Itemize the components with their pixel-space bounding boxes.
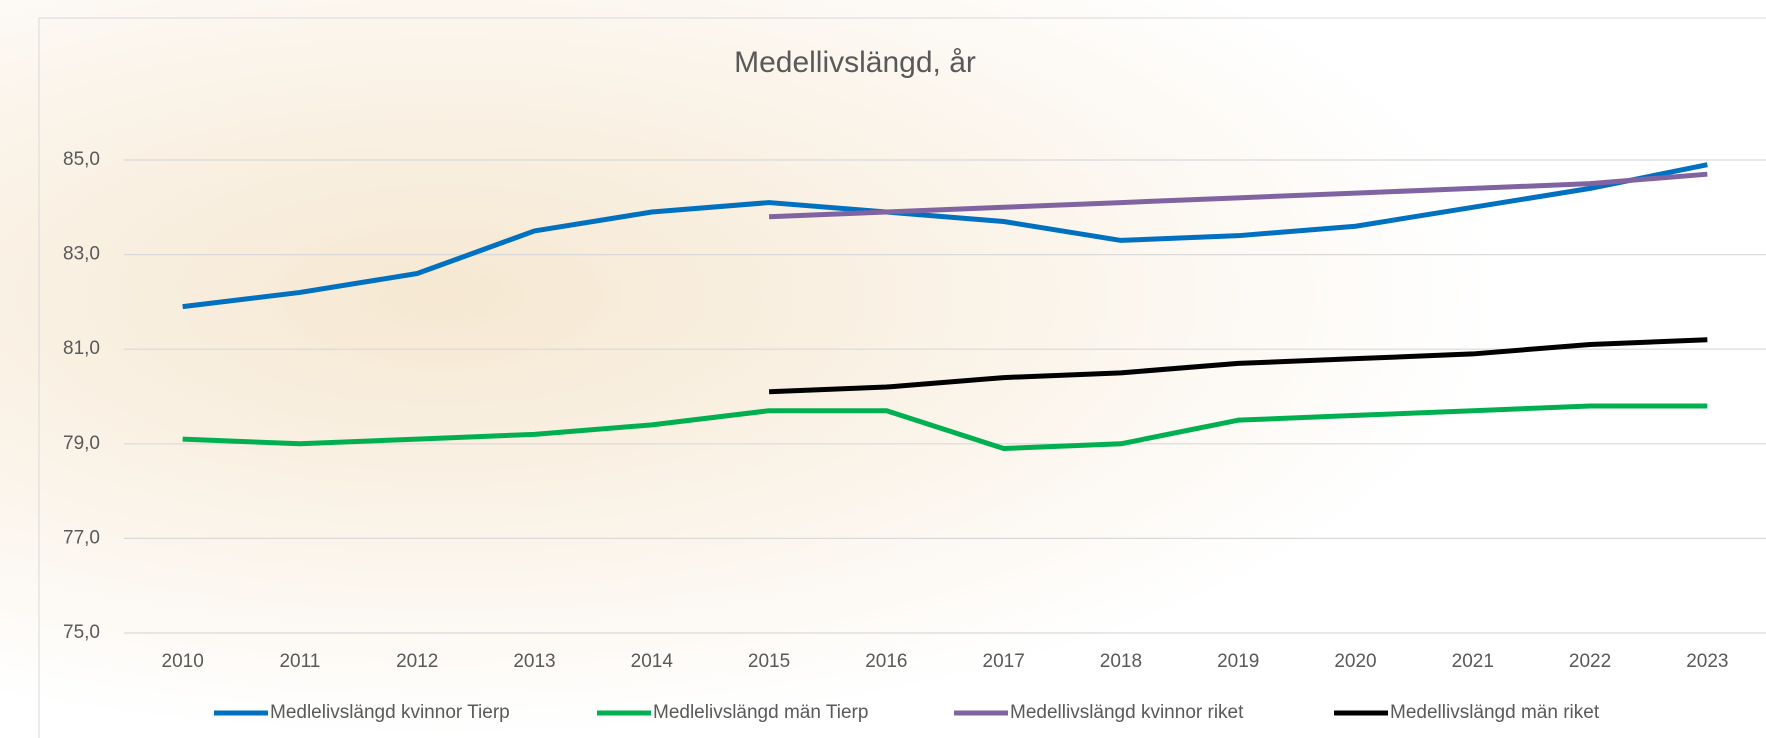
legend-label: Medellivslängd män riket <box>1390 702 1600 723</box>
y-tick-label: 77,0 <box>63 527 100 548</box>
x-tick-label: 2018 <box>1100 651 1142 672</box>
x-tick-label: 2017 <box>983 651 1025 672</box>
y-tick-label: 85,0 <box>63 149 100 170</box>
y-tick-label: 83,0 <box>63 244 100 265</box>
x-tick-label: 2021 <box>1452 651 1494 672</box>
x-tick-label: 2012 <box>396 651 438 672</box>
x-tick-label: 2022 <box>1569 651 1611 672</box>
x-tick-label: 2014 <box>631 651 674 672</box>
y-tick-label: 75,0 <box>63 622 100 643</box>
y-tick-label: 81,0 <box>63 338 100 359</box>
chart-title: Medellivslängd, år <box>734 46 976 79</box>
x-tick-label: 2010 <box>162 651 204 672</box>
x-tick-label: 2020 <box>1334 651 1376 672</box>
x-tick-label: 2023 <box>1686 651 1728 672</box>
legend-label: Medlelivslängd män Tierp <box>653 702 868 723</box>
legend-label: Medlelivslängd kvinnor Tierp <box>270 702 510 723</box>
page: {"chart_data": {"type": "line", "title":… <box>0 0 1766 738</box>
x-tick-label: 2016 <box>865 651 907 672</box>
y-tick-label: 79,0 <box>63 433 100 454</box>
chart: Medellivslängd, år 75,0 77,0 79,0 81,0 83,0 8… <box>0 0 1766 738</box>
legend-label: Medellivslängd kvinnor riket <box>1010 702 1244 723</box>
x-tick-label: 2015 <box>748 651 790 672</box>
x-tick-label: 2011 <box>279 651 320 672</box>
x-tick-label: 2013 <box>513 651 555 672</box>
background <box>0 0 1766 738</box>
x-tick-label: 2019 <box>1217 651 1259 672</box>
